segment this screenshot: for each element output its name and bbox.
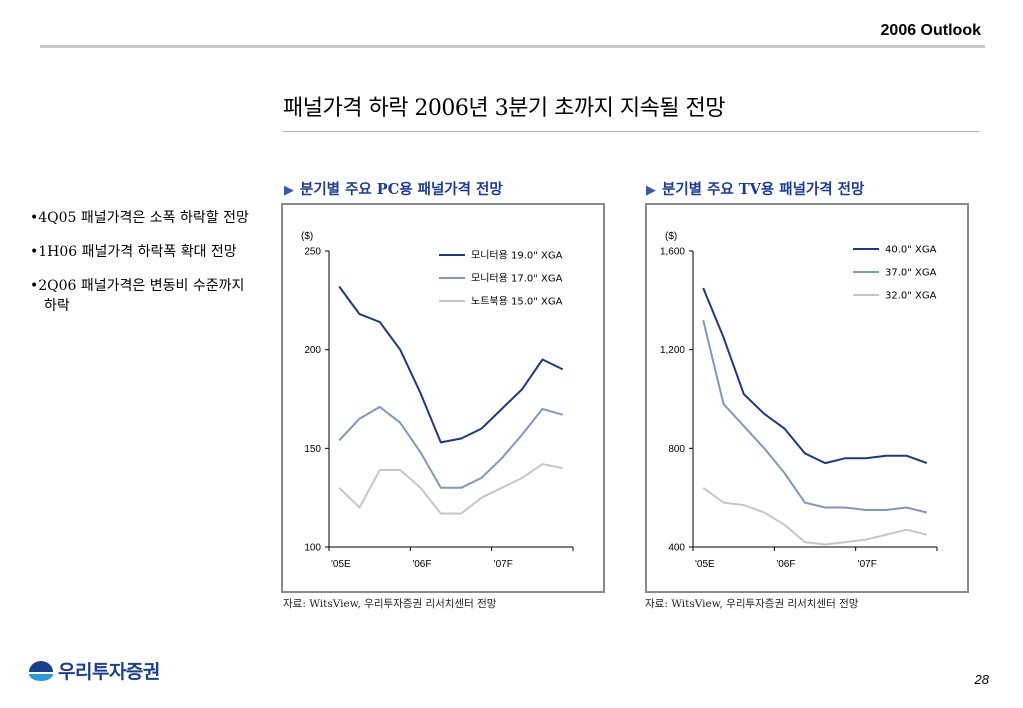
y-tick-label: 200: [304, 345, 321, 356]
legend-label: 노트북용 15.0" XGA: [471, 296, 563, 308]
unit-label: ($): [301, 231, 313, 242]
x-tick-label: '06F: [412, 559, 431, 570]
y-tick-label: 1,600: [660, 247, 685, 258]
legend-label: 32.0" XGA: [885, 291, 937, 302]
x-tick-label: '06F: [776, 559, 795, 570]
y-tick-label: 800: [668, 444, 685, 455]
legend-label: 모니터용 19.0" XGA: [471, 250, 563, 262]
unit-label: ($): [665, 231, 677, 242]
triangle-icon: ▶: [646, 183, 656, 198]
pc-chart-source: 자료: WitsView, 우리투자증권 리서치센터 전망: [283, 598, 497, 610]
company-logo: 우리투자증권: [28, 657, 160, 684]
bullet-item: 1H06 패널가격 하락폭 확대 전망: [30, 242, 260, 262]
logo-text: 우리투자증권: [58, 661, 160, 683]
y-tick-label: 100: [304, 543, 321, 554]
tv-chart-source: 자료: WitsView, 우리투자증권 리서치센터 전망: [645, 598, 859, 610]
series-line-2: [338, 405, 564, 489]
y-tick-label: 400: [668, 543, 685, 554]
x-tick-label: '05E: [695, 559, 715, 570]
tv-price-chart: ($) 400 800 1,200 1,600 '05E '06F '07F 40.0" XGA…: [660, 231, 938, 570]
bullet-item: 4Q05 패널가격은 소폭 하락할 전망: [30, 208, 260, 228]
y-tick-label: 150: [304, 444, 321, 455]
header-divider: [40, 45, 985, 48]
legend-label: 37.0" XGA: [885, 268, 937, 279]
series-line-3: [338, 463, 563, 515]
pc-chart-title: ▶ 분기별 주요 PC용 패널가격 전망: [284, 178, 503, 199]
pc-chart-title-text: 분기별 주요 PC용 패널가격 전망: [300, 181, 503, 198]
pc-price-chart: ($) 100 150 200 250 '05E '06F '07F 모니터용 19.0" XG…: [301, 231, 574, 570]
triangle-icon: ▶: [284, 183, 294, 198]
title-divider: [283, 131, 979, 132]
header-title: 2006 Outlook: [880, 22, 981, 39]
x-tick-label: '05E: [331, 559, 351, 570]
tv-chart-frame: ($) 400 800 1,200 1,600 '05E '06F '07F 40.0" XGA…: [645, 203, 969, 593]
page-title: 패널가격 하락 2006년 3분기 초까지 지속될 전망: [283, 96, 726, 121]
tv-chart-title-text: 분기별 주요 TV용 패널가격 전망: [662, 181, 865, 198]
series-line-3: [702, 486, 928, 546]
x-tick-label: '07F: [494, 559, 513, 570]
tv-chart-title: ▶ 분기별 주요 TV용 패널가격 전망: [646, 178, 864, 199]
logo-icon: [29, 660, 53, 681]
page-number: 28: [974, 672, 989, 687]
legend-label: 40.0" XGA: [885, 245, 937, 256]
series-line-2: [702, 319, 928, 514]
series-line-1: [702, 287, 928, 465]
bullet-item: 2Q06 패널가격은 변동비 수준까지 하락: [30, 276, 260, 316]
legend-label: 모니터용 17.0" XGA: [471, 273, 563, 285]
y-tick-label: 250: [304, 247, 321, 258]
x-tick-label: '07F: [858, 559, 877, 570]
series-line-1: [338, 285, 564, 444]
bullet-list: 4Q05 패널가격은 소폭 하락할 전망 1H06 패널가격 하락폭 확대 전망…: [30, 208, 260, 330]
y-tick-label: 1,200: [660, 345, 685, 356]
pc-chart-frame: ($) 100 150 200 250 '05E '06F '07F 모니터용 19.0" XG…: [281, 203, 605, 593]
